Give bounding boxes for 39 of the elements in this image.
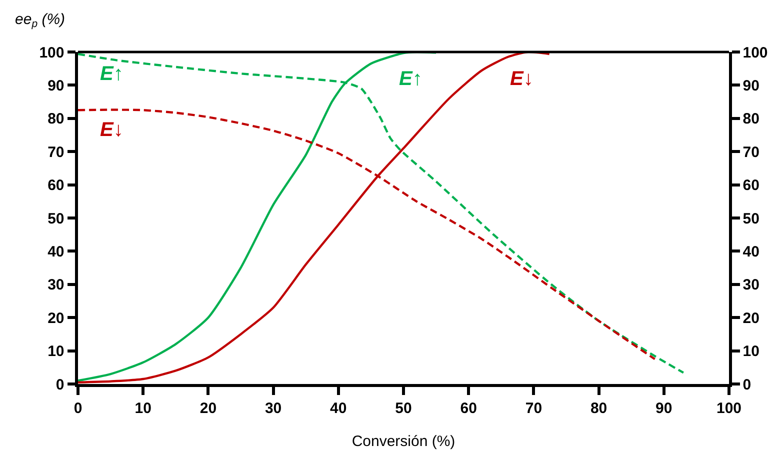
x-axis-title: Conversión (%) [352,432,456,450]
x-tick-label: 20 [200,400,217,417]
y2-tick-label: 0 [742,376,752,394]
x-tick-label: 70 [525,400,542,417]
series-label: E↓ [510,68,534,90]
y-tick-label: 10 [48,343,64,360]
y2-tick-label: 50 [742,210,760,228]
y2-tick-label: 40 [742,243,760,260]
x-tick-label: 50 [395,400,412,417]
y2-tick-label: 30 [742,276,760,294]
y2-tick-label: 70 [742,144,760,161]
x-tick-label: 80 [590,400,608,417]
x-tick-label: 0 [74,400,82,417]
x-tick-label: 100 [716,400,742,417]
x-tick-label: 40 [330,400,347,417]
y-axis-title: ee$_{p}$ (%) [15,11,66,30]
y-tick-label: 80 [48,110,64,128]
series-label: E↓ [100,119,124,141]
y-tick-label: 90 [48,77,64,94]
y-tick-label: 50 [48,210,64,228]
x-tick-label: 90 [656,400,672,417]
x-tick-label: 30 [264,400,282,417]
x-tick-label: 60 [460,400,477,417]
y-tick-label: 70 [48,144,64,161]
y2-tick-label: 20 [742,310,760,327]
y-tick-label: 40 [48,243,64,260]
y-tick-label: 60 [48,177,64,194]
y2-tick-label: 60 [742,177,760,194]
y-tick-label: 30 [48,276,64,294]
series-label: E↑ [399,68,422,90]
y-tick-label: 0 [56,376,64,394]
x-tick-label: 10 [134,400,152,417]
y-tick-label: 100 [39,44,64,62]
y2-tick-label: 80 [742,110,760,128]
y-tick-label: 20 [48,310,64,327]
y2-tick-label: 10 [742,343,760,360]
series-label: E↑ [100,63,124,85]
y2-tick-label: 100 [742,44,768,62]
y2-tick-label: 90 [742,77,760,94]
